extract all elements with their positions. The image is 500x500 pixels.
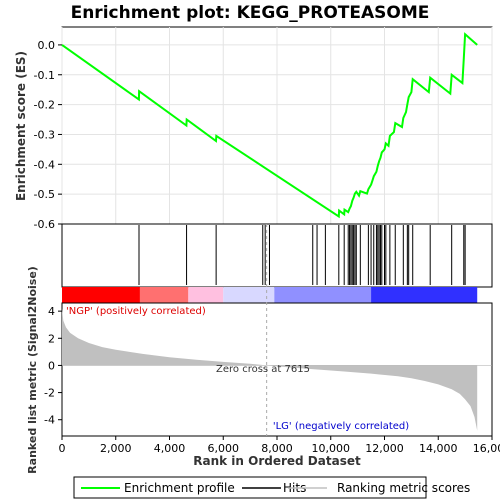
hits-panel-frame <box>61 223 493 288</box>
x-tick-label: 0 <box>59 442 66 455</box>
x-tick-label: 6,000 <box>208 442 240 455</box>
es-y-tick-label: -0.2 <box>34 99 55 112</box>
x-tick-label: 4,000 <box>154 442 186 455</box>
chart-title: Enrichment plot: KEGG_PROTEASOME <box>71 3 430 23</box>
es-y-tick-label: -0.4 <box>34 158 55 171</box>
legend: Enrichment profile Hits Ranking metric s… <box>73 476 470 499</box>
ranking-y-tick-label: 4 <box>48 305 55 318</box>
hit-marks <box>138 225 466 285</box>
rank-color-bar <box>62 287 478 303</box>
es-y-ticks: 0.0 -0.1 -0.2 -0.3 -0.4 -0.5 -0.6 <box>34 39 62 231</box>
rank-color-segment <box>62 287 140 303</box>
zero-cross-label: Zero cross at 7615 <box>216 364 310 375</box>
hits-panel <box>61 223 493 303</box>
negative-correlation-label: 'LG' (negatively correlated) <box>273 421 409 432</box>
legend-label-enrichment-profile: Enrichment profile <box>124 481 235 495</box>
legend-label-ranking-metric: Ranking metric scores <box>337 481 470 495</box>
rank-color-segment <box>274 287 372 303</box>
es-y-tick-label: -0.3 <box>34 128 55 141</box>
x-tick-label: 16,000 <box>473 442 500 455</box>
es-y-tick-label: 0.0 <box>38 39 56 52</box>
ranking-y-tick-label: 2 <box>48 332 55 345</box>
ranking-y-axis-label: Ranked list metric (Signal2Noise) <box>26 266 39 474</box>
rank-color-segment <box>223 287 275 303</box>
x-tick-label: 10,000 <box>312 442 351 455</box>
ranking-y-tick-label: 0 <box>48 359 55 372</box>
x-tick-label: 12,000 <box>365 442 404 455</box>
ranking-panel: 4 2 0 -2 -4 'NGP' (positively correlated) Ze… <box>44 224 493 437</box>
rank-color-segment <box>406 287 478 303</box>
rank-color-segment <box>139 287 189 303</box>
es-y-tick-label: -0.5 <box>34 188 55 201</box>
es-y-tick-label: -0.6 <box>34 218 55 231</box>
es-y-axis-label: Enrichment score (ES) <box>14 51 28 201</box>
ranking-metric-area <box>62 308 478 431</box>
es-panel: 0.0 -0.1 -0.2 -0.3 -0.4 -0.5 -0.6 <box>34 26 493 231</box>
x-tick-label: 2,000 <box>100 442 132 455</box>
x-tick-label: 14,000 <box>419 442 458 455</box>
rank-color-segment <box>188 287 224 303</box>
enrichment-profile-line <box>61 32 478 219</box>
x-axis-ticks: 0 2,000 4,000 6,000 8,000 10,000 12,000 14,000 1… <box>59 436 500 455</box>
ranking-y-tick-label: -2 <box>44 387 55 400</box>
ranking-y-tick-label: -4 <box>44 414 55 427</box>
x-axis-label: Rank in Ordered Dataset <box>193 454 361 468</box>
rank-color-segment <box>371 287 406 303</box>
x-tick-label: 8,000 <box>261 442 293 455</box>
es-y-tick-label: -0.1 <box>34 69 55 82</box>
positive-correlation-label: 'NGP' (positively correlated) <box>66 306 206 317</box>
ranking-y-ticks: 4 2 0 -2 -4 <box>44 305 62 427</box>
